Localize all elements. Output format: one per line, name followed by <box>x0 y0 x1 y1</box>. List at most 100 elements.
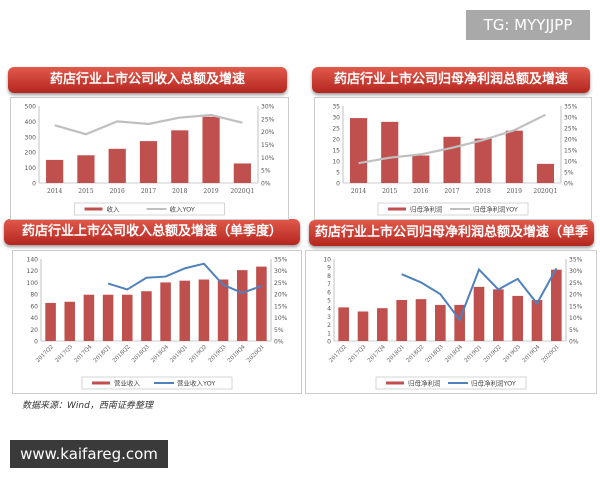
y2-tick-label: 25% <box>261 116 275 123</box>
legend-bar-label: 归母净利润 <box>410 205 443 214</box>
y2-tick-label: 25% <box>569 280 583 287</box>
y2-tick-label: 25% <box>274 280 288 287</box>
y-tick-label: 4 <box>327 306 331 313</box>
x-tick-label: 2020Q1 <box>533 188 557 195</box>
source-note: 数据来源：Wind，西南证券整理 <box>22 401 153 411</box>
y-tick-label: 80 <box>30 292 38 299</box>
y-tick-label: 35 <box>332 104 340 111</box>
y-tick-label: 10 <box>332 159 340 166</box>
bar <box>121 294 133 341</box>
y2-tick-label: 5% <box>274 327 284 334</box>
x-tick-label: 2018Q1 <box>93 344 113 364</box>
y2-tick-label: 15% <box>564 148 578 155</box>
chart-revenue-quarterly: 0 20 40 60 80 100 120 140 0% 5% 10% 15% 20% 25% 30% 35%… <box>12 250 302 394</box>
bar <box>236 270 248 341</box>
x-tick-label: 2019Q3 <box>208 344 228 364</box>
y-tick-label: 40 <box>30 315 38 322</box>
bar <box>64 301 76 341</box>
x-tick-label: 2017 <box>141 188 156 195</box>
legend-line-label: 归母净利润YOY <box>473 205 518 214</box>
y2-tick-label: 30% <box>274 268 288 275</box>
chart-title-revenue-quarterly: 药店行业上市公司收入总额及增速（单季度） <box>4 219 300 245</box>
x-tick-label: 2018Q3 <box>131 344 151 364</box>
x-tick-label: 2018 <box>172 188 187 195</box>
bar <box>536 163 554 183</box>
bar <box>512 295 523 341</box>
x-tick-label: 2020Q1 <box>246 344 266 364</box>
y-tick-label: 400 <box>25 119 37 126</box>
bar <box>454 304 465 341</box>
bar <box>233 163 251 183</box>
bar <box>108 148 126 183</box>
y2-tick-label: 10% <box>569 315 583 322</box>
bar <box>160 282 171 341</box>
x-tick-label: 2019 <box>203 188 218 195</box>
y-tick-label: 20 <box>30 327 38 334</box>
y2-tick-label: 35% <box>564 104 578 111</box>
chart-profit-quarterly: 0 1 2 3 4 5 6 7 8 9 10 0% 5% 10% 15% 20% 25% 30% 35% 2017Q2… <box>305 250 597 394</box>
bar <box>396 300 407 341</box>
y2-tick-label: 5% <box>261 168 271 175</box>
x-tick-label: 2018Q4 <box>444 344 464 364</box>
y-tick-label: 500 <box>25 104 37 111</box>
y-tick-label: 0 <box>32 181 36 188</box>
x-tick-label: 2017Q3 <box>348 344 368 364</box>
legend-bar-swatch <box>386 381 404 385</box>
bar <box>77 155 95 183</box>
legend-bar-swatch <box>84 207 103 211</box>
bar <box>45 302 56 341</box>
x-tick-label: 2019Q1 <box>464 344 484 364</box>
watermark: www.kaifareg.com <box>10 440 168 468</box>
y2-tick-label: 5% <box>569 327 579 334</box>
y2-tick-label: 35% <box>274 257 288 264</box>
bar <box>415 299 427 341</box>
x-tick-label: 2019Q3 <box>502 344 522 364</box>
y-tick-label: 0 <box>34 339 38 346</box>
legend-bar-label: 收入 <box>107 205 121 214</box>
x-tick-label: 2020Q1 <box>541 344 561 364</box>
bar <box>377 308 388 341</box>
y-tick-label: 20 <box>332 137 340 144</box>
bar <box>141 291 152 341</box>
x-tick-label: 2017Q2 <box>35 344 55 364</box>
chart-title-revenue: 药店行业上市公司收入总额及增速 <box>8 67 287 93</box>
y-tick-label: 100 <box>25 165 37 172</box>
x-tick-label: 2016 <box>110 188 125 195</box>
y-tick-label: 200 <box>25 150 37 157</box>
bar <box>381 121 399 183</box>
x-tick-label: 2018Q1 <box>386 344 406 364</box>
y2-tick-label: 0% <box>564 181 574 188</box>
y-tick-label: 2 <box>327 322 331 329</box>
x-tick-label: 2018Q3 <box>425 344 445 364</box>
y-tick-label: 3 <box>327 314 331 321</box>
legend-bar-swatch <box>388 207 406 211</box>
y2-tick-label: 30% <box>261 104 275 111</box>
bar <box>102 294 114 341</box>
x-tick-label: 2014 <box>47 188 62 195</box>
x-tick-label: 2019Q2 <box>483 344 503 364</box>
y2-tick-label: 10% <box>261 155 275 162</box>
bar <box>139 141 158 183</box>
chart-profit: 0 5 10 15 20 25 30 35 0% 5% 10% 15% 20% 25% 30% 35% 2014… <box>314 97 592 220</box>
y-tick-label: 140 <box>27 257 39 264</box>
y-tick-label: 0 <box>327 339 331 346</box>
y-tick-label: 10 <box>323 257 331 264</box>
y2-tick-label: 0% <box>261 181 271 188</box>
y2-tick-label: 20% <box>261 129 275 136</box>
legend-line-label: 收入YOY <box>170 205 195 214</box>
y-tick-label: 15 <box>332 148 340 155</box>
y2-tick-label: 25% <box>564 126 578 133</box>
chart-revenue: 0 100 200 300 400 500 0% 5% 10% 15% 20% 25% 30% 2014 2… <box>10 97 289 220</box>
legend-bar-label: 归母净利润 <box>408 379 441 388</box>
x-tick-label: 2019 <box>507 188 522 195</box>
bar <box>357 311 369 341</box>
x-tick-label: 2017Q2 <box>328 344 348 364</box>
chart-title-profit-quarterly: 药店行业上市公司归母净利润总额及增速（单季度） <box>309 220 594 266</box>
x-tick-label: 2019Q4 <box>522 344 542 364</box>
bar <box>217 279 229 341</box>
y2-tick-label: 20% <box>274 292 288 299</box>
chart-title-profit: 药店行业上市公司归母净利润总额及增速 <box>312 67 590 93</box>
bar <box>473 286 485 341</box>
x-tick-label: 2017Q3 <box>54 344 74 364</box>
legend-bar-swatch <box>92 381 110 385</box>
